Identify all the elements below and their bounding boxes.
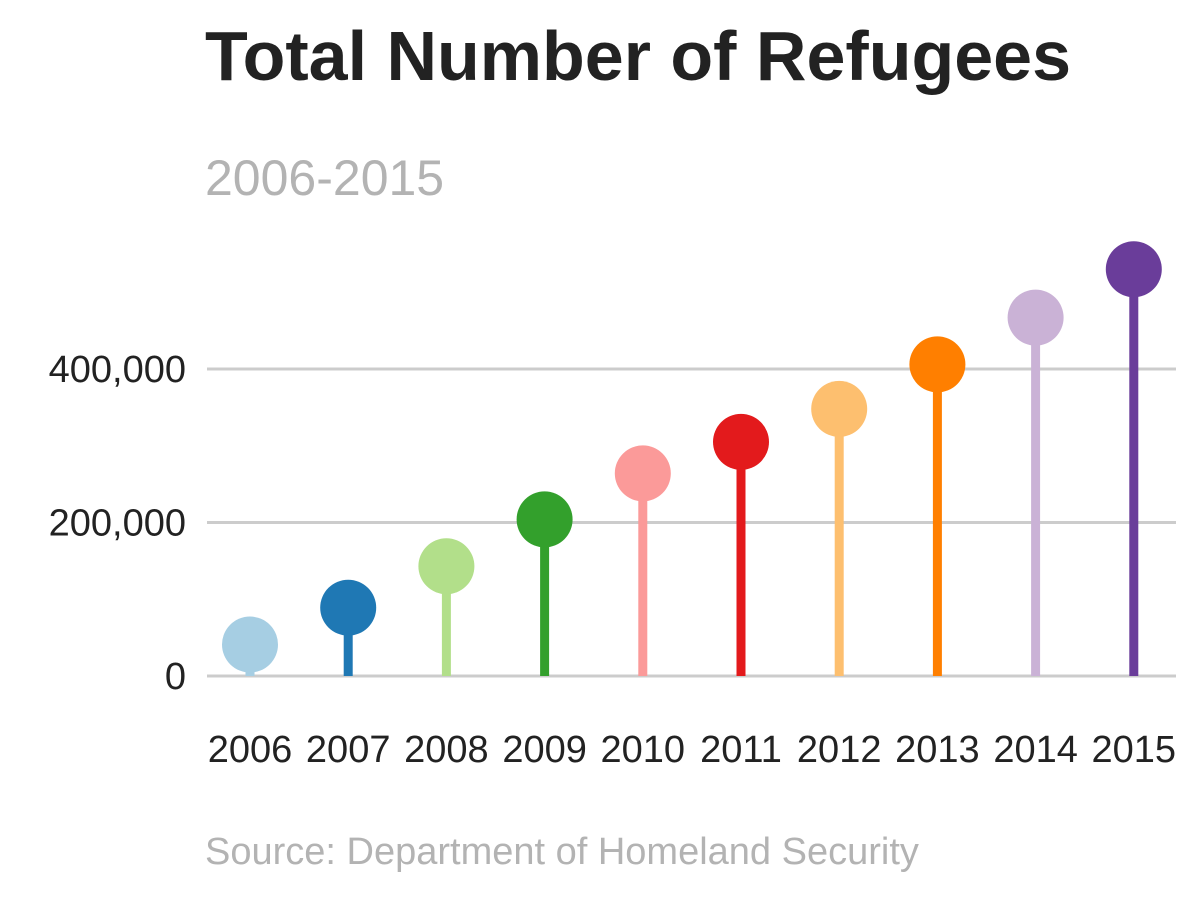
point-2015 <box>1105 241 1162 298</box>
x-axis: 2006 2007 2008 2009 2010 2011 2012 2013 2014 2015 <box>208 729 1176 771</box>
point-2006 <box>222 616 278 673</box>
y-axis: 0 200,000 400,000 <box>49 349 186 698</box>
chart-title: Total Number of Refugees <box>205 17 1072 95</box>
x-tick-label: 2011 <box>700 729 782 771</box>
gridlines <box>207 367 1176 678</box>
x-tick-label: 2012 <box>797 729 882 771</box>
x-tick-label: 2006 <box>208 729 293 771</box>
x-tick-label: 2015 <box>1092 729 1177 771</box>
x-tick-label: 2013 <box>895 729 980 771</box>
point-2010 <box>614 445 671 502</box>
point-2007 <box>320 579 377 636</box>
point-2014 <box>1007 289 1064 346</box>
source-note: Source: Department of Homeland Security <box>205 831 919 873</box>
point-2011 <box>713 413 769 470</box>
point-2012 <box>811 380 868 437</box>
chart-subtitle: 2006-2015 <box>205 150 445 206</box>
x-tick-label: 2010 <box>601 729 686 771</box>
x-tick-label: 2007 <box>306 729 391 771</box>
y-tick-label: 0 <box>165 656 186 698</box>
point-2009 <box>516 491 573 548</box>
chart-marks <box>222 241 1162 676</box>
x-tick-label: 2008 <box>404 729 489 771</box>
point-2013 <box>909 336 966 393</box>
point-2008 <box>418 538 475 595</box>
y-tick-label: 400,000 <box>49 349 186 391</box>
x-tick-label: 2009 <box>502 729 587 771</box>
x-tick-label: 2014 <box>993 729 1078 771</box>
y-tick-label: 200,000 <box>49 503 186 545</box>
